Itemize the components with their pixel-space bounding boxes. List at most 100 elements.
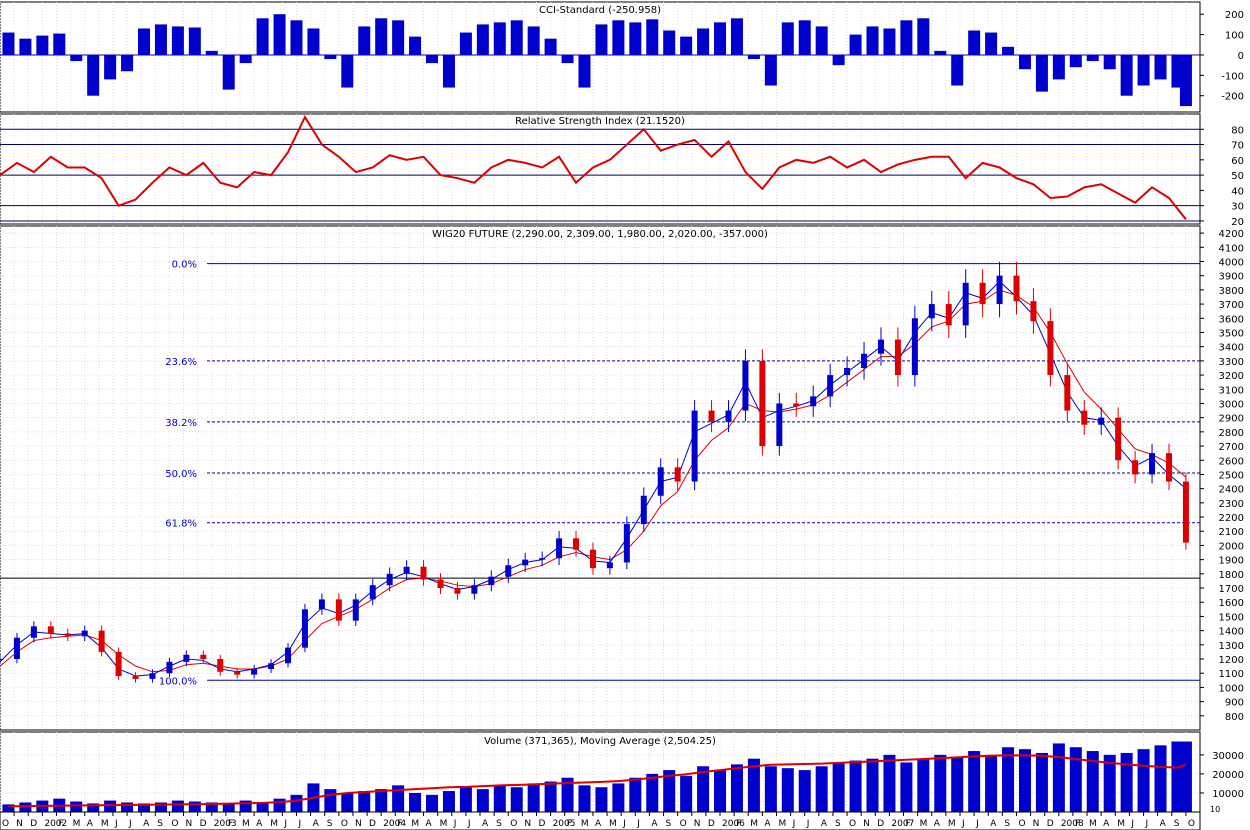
- cci-bar: [1120, 54, 1133, 96]
- y-tick-label: 2700: [1219, 442, 1244, 453]
- volume-bar: [968, 751, 981, 812]
- volume-bar: [544, 781, 557, 812]
- volume-bar: [815, 766, 828, 812]
- y-tick-label: 2100: [1219, 527, 1244, 538]
- x-tick-label: A: [821, 819, 828, 829]
- y-tick-label: 3200: [1219, 371, 1244, 382]
- y-tick-label: 30: [1231, 202, 1244, 213]
- cci-bar: [697, 28, 710, 55]
- y-tick-label: 2400: [1219, 485, 1244, 496]
- y-tick-label: 20000: [1212, 770, 1244, 781]
- cci-bar: [1103, 54, 1116, 70]
- x-tick-label: F: [906, 819, 911, 829]
- cci-bar: [544, 38, 557, 55]
- y-tick-label: 30000: [1212, 751, 1244, 762]
- x-tick-label: A: [87, 819, 94, 829]
- cci-bar: [222, 54, 235, 90]
- candle-body: [1115, 417, 1122, 461]
- volume-bar: [832, 762, 845, 812]
- y-tick-label: 2500: [1219, 470, 1244, 481]
- candle-body: [454, 588, 461, 594]
- x-tick-label: J: [961, 819, 965, 829]
- candle-body: [132, 676, 139, 679]
- volume-bar: [561, 777, 574, 812]
- cci-bar: [1179, 54, 1192, 107]
- fib-label: 38.2%: [165, 418, 197, 429]
- candle-body: [827, 375, 834, 397]
- x-tick-label: J: [283, 819, 287, 829]
- candle-body: [742, 360, 749, 411]
- cci-bar: [612, 20, 625, 55]
- candle-body: [471, 585, 478, 594]
- volume-bar: [493, 785, 506, 812]
- y-tick-label: 2600: [1219, 456, 1244, 467]
- y-tick-label: 2200: [1219, 513, 1244, 524]
- cci-bar: [188, 27, 201, 55]
- x-tick-label: O: [1018, 819, 1025, 829]
- x-tick-label: O: [680, 819, 687, 829]
- cci-bar: [53, 33, 66, 55]
- cci-bar: [849, 34, 862, 55]
- volume-bar: [883, 754, 896, 812]
- x-tick-label: S: [496, 819, 502, 829]
- rsi-title: Relative Strength Index (21.1520): [515, 116, 685, 127]
- y-tick-label: 1700: [1219, 584, 1244, 595]
- volume-bar: [392, 785, 405, 812]
- y-tick-label: 1900: [1219, 556, 1244, 567]
- candle-body: [556, 538, 563, 559]
- cci-bar: [832, 54, 845, 66]
- x-tick-label: M: [778, 819, 786, 829]
- candle-body: [810, 396, 817, 407]
- y-tick-label: -100: [1221, 71, 1244, 82]
- volume-bar: [1137, 749, 1150, 812]
- x-tick-label: N: [355, 819, 362, 829]
- x-tick-label: S: [1174, 819, 1180, 829]
- x-tick-label: J: [806, 819, 810, 829]
- rsi-panel: 80 70 60 50 40 30 20: [0, 113, 1244, 228]
- volume-bar: [256, 802, 269, 812]
- cci-bar: [36, 35, 49, 55]
- x-tick-label: D: [30, 819, 37, 829]
- candle-body: [1013, 275, 1020, 302]
- cci-bar: [561, 54, 574, 64]
- x-tick-label: A: [143, 819, 150, 829]
- x-tick-label: M: [440, 819, 448, 829]
- x-tick-label: J: [1130, 819, 1134, 829]
- volume-bar: [154, 802, 167, 812]
- x-tick-label: O: [1188, 819, 1195, 829]
- candle-body: [0, 659, 3, 661]
- candle-body: [1149, 453, 1156, 475]
- cci-bar: [392, 20, 405, 55]
- cci-bar: [646, 19, 659, 55]
- volume-bar: [476, 789, 489, 812]
- volume-bar: [764, 766, 777, 812]
- candle-body: [352, 599, 359, 621]
- cci-bar: [87, 54, 100, 96]
- candle-body: [573, 538, 580, 550]
- cci-bar: [205, 50, 218, 55]
- candle-body: [217, 659, 224, 672]
- candle-body: [861, 353, 868, 368]
- cci-bar: [70, 54, 83, 62]
- volume-bar: [1018, 749, 1031, 812]
- candle-body: [488, 576, 495, 586]
- volume-bar: [917, 758, 930, 812]
- y-tick-label: 900: [1225, 698, 1244, 709]
- volume-bar: [104, 800, 117, 812]
- x-tick-label: J: [114, 819, 118, 829]
- volume-bar: [358, 791, 371, 812]
- x-axis-frame: [0, 811, 1201, 830]
- candle-body: [1030, 301, 1037, 322]
- y-tick-label: 100: [1225, 31, 1244, 42]
- volume-bar: [578, 785, 591, 812]
- cci-bar: [1069, 54, 1082, 68]
- x-tick-label: J: [297, 819, 301, 829]
- x-tick-label: 2002: [44, 819, 67, 829]
- cci-bar: [1154, 54, 1167, 80]
- x-tick-label: A: [256, 819, 263, 829]
- cci-bar: [442, 54, 455, 88]
- y-tick-label: 40: [1231, 186, 1244, 197]
- volume-bar: [900, 762, 913, 812]
- panel-frame: [0, 113, 1201, 225]
